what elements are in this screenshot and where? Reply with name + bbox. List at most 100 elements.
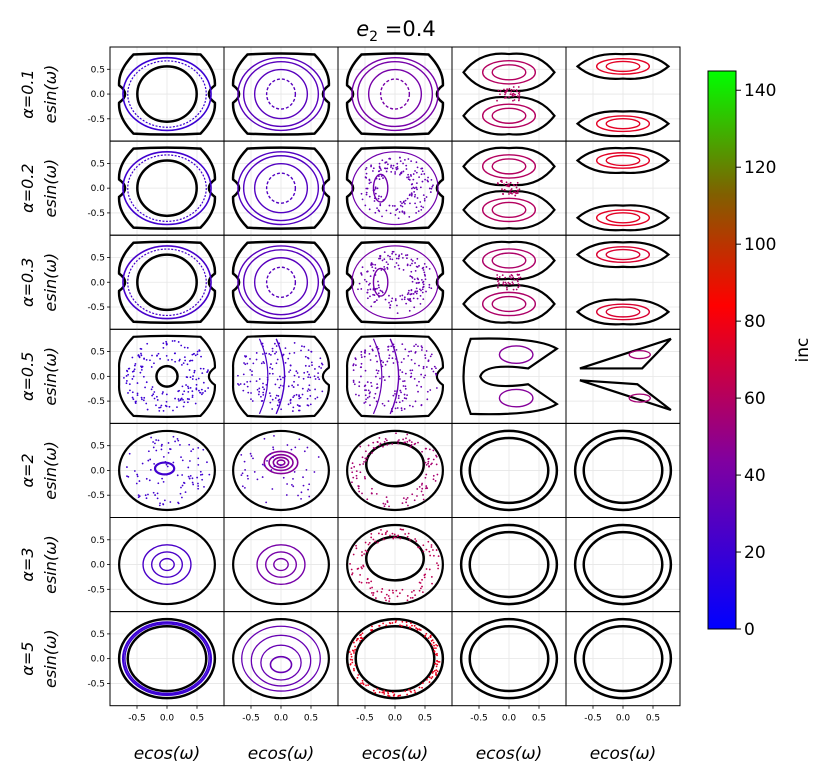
chaotic-point bbox=[366, 457, 368, 459]
chaotic-point bbox=[186, 376, 189, 379]
chaotic-point bbox=[414, 262, 416, 264]
orbit-curve bbox=[481, 59, 537, 85]
chaotic-point bbox=[352, 369, 355, 372]
orbit-curve bbox=[595, 246, 651, 264]
chaotic-point bbox=[246, 385, 249, 388]
chaotic-point bbox=[375, 299, 378, 302]
chaotic-point bbox=[388, 157, 391, 160]
chaotic-point bbox=[352, 667, 355, 670]
chaotic-point bbox=[516, 90, 518, 93]
orbit-boundary bbox=[346, 334, 444, 418]
chaotic-point bbox=[395, 432, 397, 435]
chaotic-point bbox=[425, 568, 428, 570]
chaotic-point bbox=[390, 170, 393, 173]
y-tick-label: -0.5 bbox=[87, 491, 105, 501]
chaotic-point bbox=[384, 298, 387, 301]
chaotic-point bbox=[518, 96, 521, 98]
chaotic-point bbox=[188, 398, 190, 401]
chaotic-point bbox=[370, 580, 373, 583]
chaotic-point bbox=[413, 377, 416, 380]
chaotic-point bbox=[414, 269, 417, 272]
chaotic-point bbox=[158, 504, 161, 507]
chaotic-point bbox=[517, 286, 520, 289]
chaotic-point bbox=[174, 360, 177, 363]
chaotic-point bbox=[207, 369, 209, 372]
chaotic-point bbox=[278, 386, 281, 389]
x-tick-label: -0.5 bbox=[356, 714, 374, 724]
chaotic-point bbox=[352, 476, 355, 479]
chaotic-point bbox=[246, 474, 249, 477]
chaotic-point bbox=[405, 501, 408, 504]
chaotic-point bbox=[389, 258, 392, 260]
chaotic-point bbox=[288, 352, 291, 355]
chaotic-point bbox=[195, 378, 198, 381]
chaotic-point bbox=[140, 365, 142, 368]
chaotic-point bbox=[367, 389, 370, 392]
chaotic-point bbox=[396, 312, 399, 314]
chaotic-point bbox=[132, 370, 135, 372]
chaotic-point bbox=[140, 396, 143, 399]
chaotic-point bbox=[418, 628, 421, 631]
chaotic-point bbox=[377, 284, 380, 287]
chaotic-point bbox=[497, 286, 499, 289]
panel-4-3 bbox=[337, 328, 453, 424]
chaotic-point bbox=[374, 267, 377, 270]
chaotic-point bbox=[511, 93, 514, 96]
chaotic-point bbox=[179, 492, 182, 495]
chaotic-point bbox=[378, 624, 381, 627]
chaotic-point bbox=[497, 284, 499, 286]
chaotic-point bbox=[352, 381, 355, 383]
chaotic-point bbox=[366, 270, 369, 273]
chaotic-point bbox=[380, 363, 383, 366]
chaotic-point bbox=[502, 193, 504, 196]
chaotic-point bbox=[314, 388, 316, 391]
chaotic-point bbox=[511, 192, 513, 195]
chaotic-point bbox=[406, 394, 408, 397]
chaotic-point bbox=[282, 376, 284, 379]
chaotic-point bbox=[165, 343, 168, 346]
chaotic-point bbox=[162, 409, 165, 412]
chaotic-point bbox=[510, 277, 512, 280]
chaotic-point bbox=[383, 440, 386, 443]
chaotic-point bbox=[396, 167, 399, 170]
chaotic-point bbox=[430, 576, 433, 578]
chaotic-point bbox=[392, 362, 395, 364]
chaotic-point bbox=[515, 89, 518, 91]
chaotic-point bbox=[390, 166, 392, 168]
chaotic-point bbox=[172, 435, 175, 438]
chaotic-point bbox=[513, 99, 516, 101]
chaotic-point bbox=[197, 463, 200, 466]
chaotic-point bbox=[375, 387, 378, 389]
chaotic-point bbox=[288, 371, 290, 373]
chaotic-point bbox=[396, 166, 399, 168]
chaotic-point bbox=[406, 263, 409, 266]
chaotic-point bbox=[358, 580, 361, 583]
chaotic-point bbox=[408, 309, 411, 312]
chaotic-point bbox=[372, 592, 375, 594]
chaotic-point bbox=[385, 261, 388, 264]
chaotic-point bbox=[418, 288, 421, 291]
chaotic-point bbox=[125, 382, 128, 385]
chaotic-point bbox=[424, 634, 427, 637]
chaotic-point bbox=[403, 296, 406, 299]
chaotic-point bbox=[517, 189, 519, 192]
chaotic-point bbox=[168, 472, 171, 475]
chaotic-point bbox=[363, 351, 366, 354]
lobe-boundary bbox=[575, 298, 671, 326]
chaotic-point bbox=[421, 482, 424, 485]
chaotic-point bbox=[282, 476, 285, 479]
chaotic-point bbox=[134, 362, 137, 365]
chaotic-point bbox=[379, 442, 382, 445]
chaotic-point bbox=[405, 168, 408, 170]
chaotic-point bbox=[383, 251, 386, 254]
chaotic-point bbox=[367, 684, 370, 687]
chaotic-point bbox=[425, 632, 428, 635]
chaotic-point bbox=[388, 354, 391, 357]
chaotic-point bbox=[411, 183, 414, 185]
chaotic-point bbox=[291, 384, 294, 387]
chaotic-point bbox=[393, 205, 396, 207]
orbit-curve bbox=[372, 173, 389, 203]
chaotic-point bbox=[176, 474, 179, 477]
chaotic-point bbox=[365, 684, 367, 687]
chaotic-point bbox=[149, 359, 151, 362]
